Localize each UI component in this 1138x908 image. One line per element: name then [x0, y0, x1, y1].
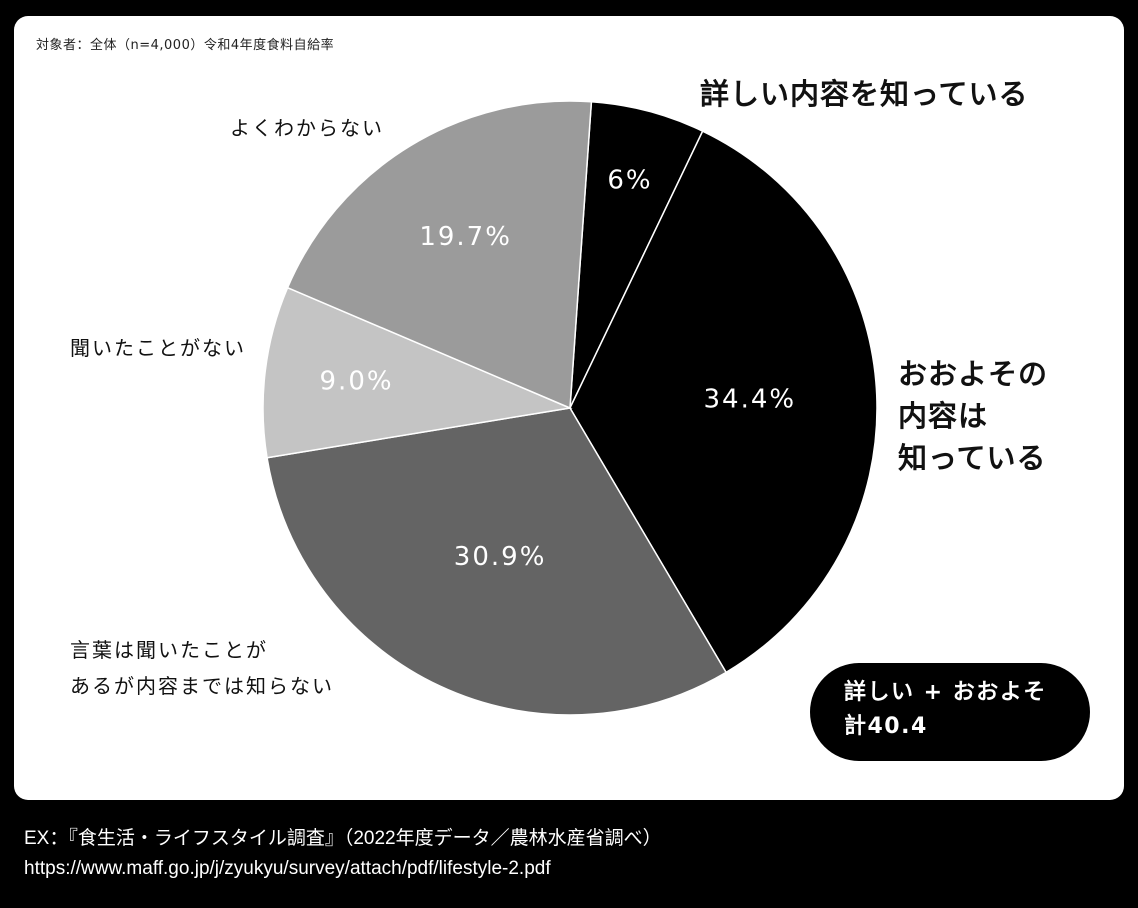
source-citation: EX：『食生活・ライフスタイル調査』（2022年度データ／農林水産省調べ） ht… [24, 824, 662, 884]
slice-value-label-heard: 30.9% [454, 542, 547, 572]
label-rough-line1: おおよその [898, 357, 1049, 391]
slice-value-label-detailed: 6% [607, 165, 652, 195]
slice-value-label-rough: 34.4% [704, 385, 797, 415]
source-title: EX：『食生活・ライフスタイル調査』（2022年度データ／農林水産省調べ） [24, 828, 662, 849]
label-rough-line3: 知っている [898, 441, 1047, 475]
label-unknown: よくわからない [230, 116, 384, 140]
label-heard-line2: あるが内容までは知らない [70, 674, 334, 698]
label-rough-line2: 内容は [898, 399, 989, 433]
badge-line2: 計40.4 [844, 714, 928, 739]
label-never: 聞いたことがない [70, 336, 246, 360]
label-heard-line1: 言葉は聞いたことが [70, 638, 268, 662]
source-url[interactable]: https://www.maff.go.jp/j/zyukyu/survey/a… [24, 858, 551, 879]
slice-value-label-never: 9.0% [320, 367, 394, 397]
total-badge: 詳しい + おおよそ 計40.4 [810, 663, 1090, 761]
pie-slice-heard [266, 407, 728, 716]
badge-line1: 詳しい + おおよそ [844, 680, 1047, 705]
pie-slice-unknown [286, 100, 593, 410]
slice-value-label-unknown: 19.7% [419, 222, 512, 252]
pie-slice-never [262, 286, 573, 459]
chart-subtitle: 対象者：全体（n=4,000）令和4年度食料自給率 [36, 38, 335, 53]
label-detailed: 詳しい内容を知っている [700, 77, 1029, 111]
